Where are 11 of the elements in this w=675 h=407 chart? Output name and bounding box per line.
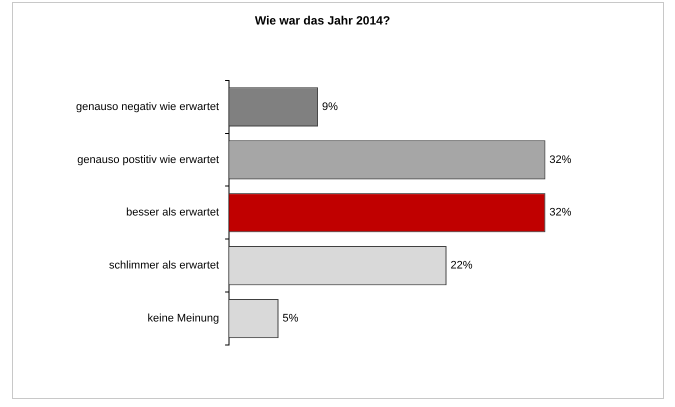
data-label: 32% <box>549 154 572 166</box>
y-tick-label: besser als erwartet <box>126 206 220 219</box>
data-label: 22% <box>450 260 473 272</box>
y-tick-label: genauso postitiv wie erwartet <box>77 154 220 166</box>
y-tick-label: keine Meinung <box>148 312 220 325</box>
y-tick-label: genauso negativ wie erwartet <box>76 100 220 113</box>
data-label: 5% <box>282 312 299 325</box>
chart-title: Wie war das Jahr 2014? <box>254 14 390 28</box>
data-label: 9% <box>322 100 338 113</box>
data-label: 32% <box>549 206 572 219</box>
y-tick-label: schlimmer als erwartet <box>109 260 220 272</box>
